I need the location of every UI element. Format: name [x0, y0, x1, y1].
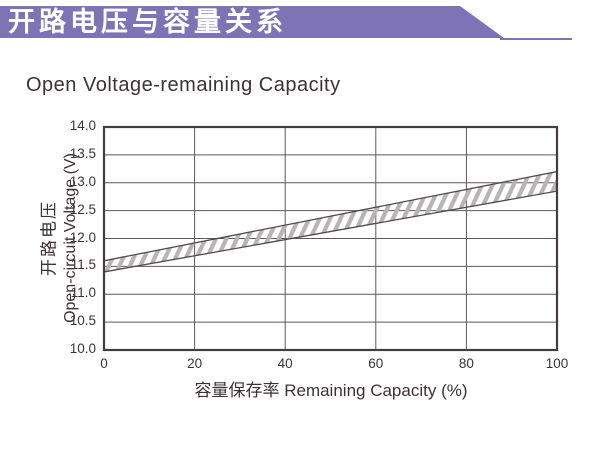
y-tick-label: 14.0 [69, 118, 96, 133]
x-tick-label: 40 [277, 356, 293, 371]
x-tick-label: 80 [458, 356, 474, 371]
plot-border [102, 125, 559, 352]
banner-underline [500, 38, 572, 40]
x-tick-label: 20 [187, 356, 203, 371]
x-axis-label: 容量保存率 Remaining Capacity (%) [194, 381, 468, 400]
header-banner: 开路电压与容量关系 [0, 6, 504, 38]
chart-title: Open Voltage-remaining Capacity [26, 74, 341, 96]
voltage-band [103, 170, 558, 273]
y-tick-label: 10.0 [69, 341, 96, 356]
chart-canvas [102, 125, 559, 352]
x-tick-label: 0 [100, 356, 108, 371]
page-title: 开路电压与容量关系 [8, 7, 287, 37]
y-axis-label-cn: 开路电压 [39, 200, 59, 276]
y-axis-label-en: Open-circuit Voltage (V) [62, 153, 79, 323]
x-tick-label: 100 [545, 356, 569, 371]
x-tick-label: 60 [368, 356, 384, 371]
